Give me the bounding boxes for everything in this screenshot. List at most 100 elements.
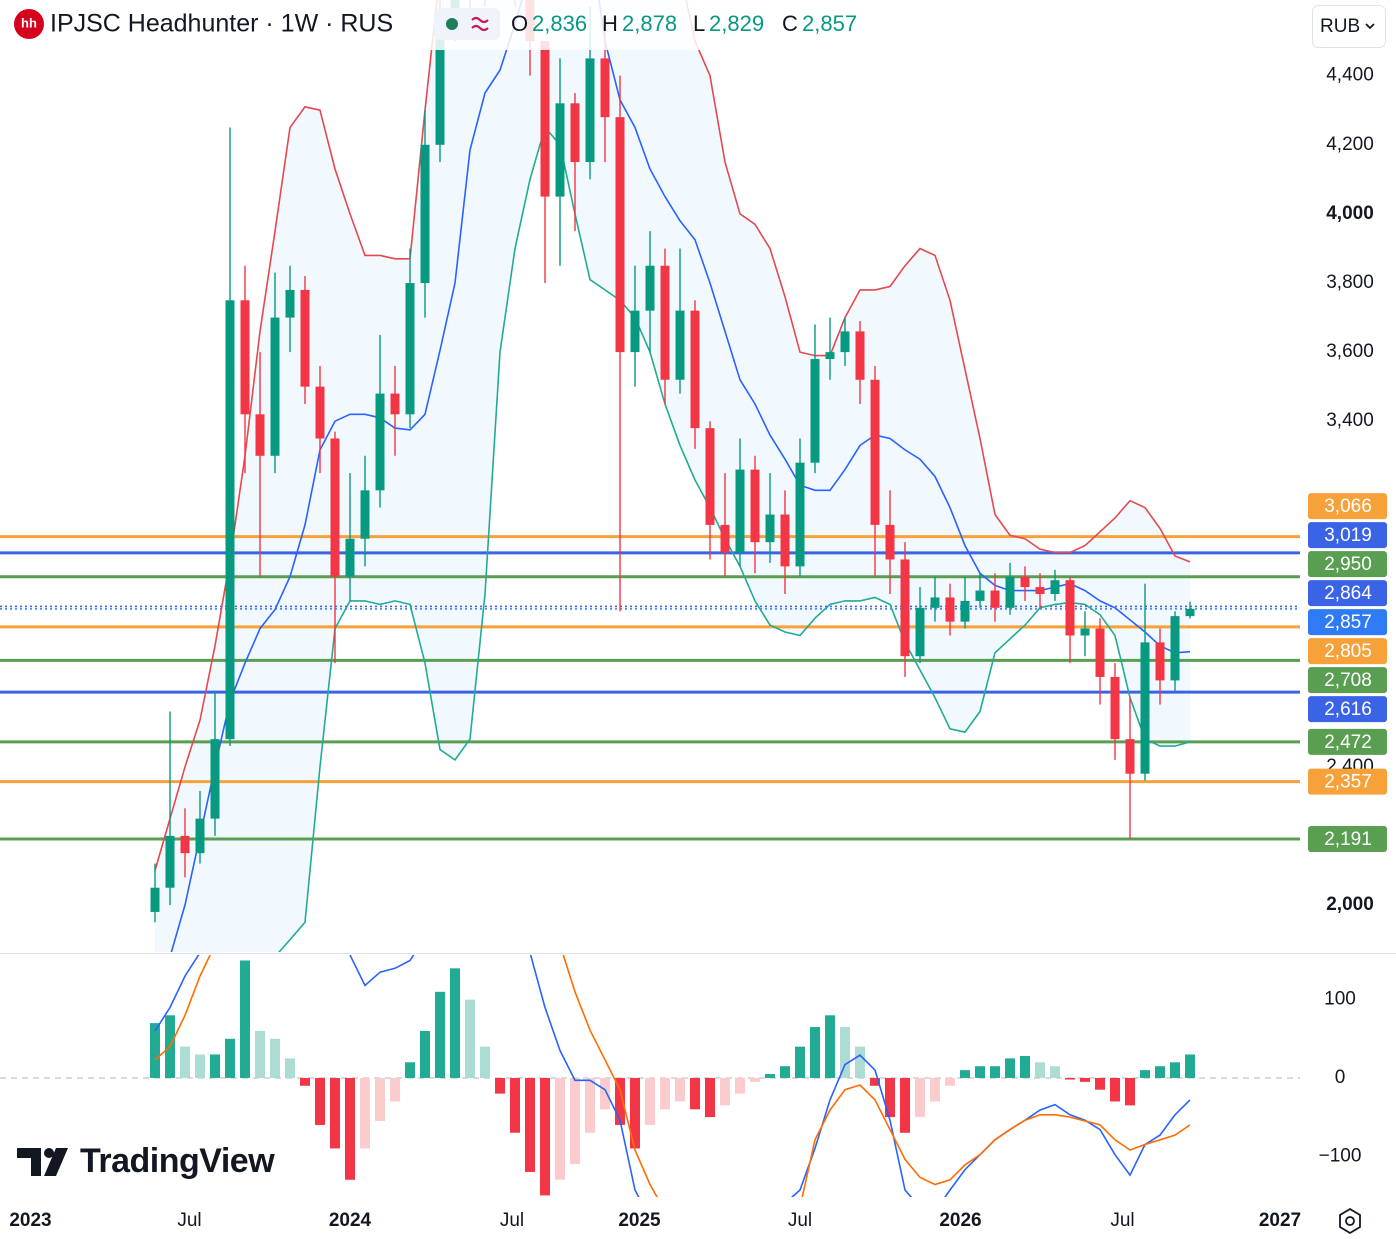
histogram-bar xyxy=(930,1077,941,1102)
candle-body xyxy=(720,524,730,553)
histogram-bar xyxy=(1035,1062,1046,1078)
x-tick-label: Jul xyxy=(1110,1210,1134,1231)
band-fill xyxy=(155,0,1190,952)
histogram-bar xyxy=(735,1077,746,1094)
macd-pane xyxy=(0,955,1300,1197)
y-tick-label: 4,200 xyxy=(1326,134,1374,155)
x-tick-label: 2024 xyxy=(329,1210,372,1231)
candle-body xyxy=(675,310,685,380)
x-tick-label: 2025 xyxy=(618,1210,661,1231)
candle-body xyxy=(1080,628,1090,636)
level-label: 2,191 xyxy=(1324,829,1372,850)
candle-body xyxy=(915,607,925,657)
level-label: 3,066 xyxy=(1324,496,1372,517)
candle-body xyxy=(225,300,235,740)
candle-body xyxy=(1035,587,1045,595)
histogram-bar xyxy=(690,1077,701,1110)
candle-body xyxy=(240,300,250,415)
histogram-bar xyxy=(179,1046,190,1078)
candle-body xyxy=(855,331,865,380)
currency: RUB xyxy=(1320,16,1360,37)
y-tick-label: 2,000 xyxy=(1326,894,1374,915)
macd-tick-label: 100 xyxy=(1324,989,1356,1010)
histogram-bar xyxy=(344,1077,355,1180)
histogram-bar xyxy=(194,1054,205,1078)
histogram-bar xyxy=(434,991,445,1078)
candle-body xyxy=(360,490,370,539)
histogram-bar xyxy=(524,1077,535,1172)
x-tick-label: Jul xyxy=(177,1210,201,1231)
histogram-bar xyxy=(374,1077,385,1122)
histogram-bar xyxy=(765,1074,776,1078)
level-label: 2,864 xyxy=(1324,583,1372,604)
histogram-bar xyxy=(810,1027,821,1078)
settings-hex xyxy=(1339,1207,1361,1235)
candle-body xyxy=(390,393,400,415)
histogram-bar xyxy=(1110,1077,1121,1102)
currency-button[interactable] xyxy=(1312,5,1386,48)
histogram-bar xyxy=(404,1062,415,1078)
histogram-bar xyxy=(284,1058,295,1078)
candle-body xyxy=(270,317,280,456)
candle-body xyxy=(375,393,385,491)
histogram-bar xyxy=(614,1077,625,1125)
candle-body xyxy=(795,462,805,567)
level-label-box xyxy=(1308,728,1387,755)
ohlc-value: 2,857 xyxy=(802,11,857,36)
settings-icon[interactable] xyxy=(1339,1207,1361,1235)
histogram-bar xyxy=(299,1077,310,1086)
candle-body xyxy=(300,289,310,387)
level-label: 2,857 xyxy=(1324,612,1372,633)
candle-body xyxy=(1095,628,1105,677)
level-label-box xyxy=(1308,551,1387,578)
x-tick-label: 2026 xyxy=(939,1210,981,1231)
histogram-bar xyxy=(915,1077,926,1118)
histogram-bar xyxy=(1140,1070,1151,1078)
candle-body xyxy=(900,559,910,657)
histogram-bar xyxy=(840,1027,851,1078)
candle-body xyxy=(345,538,355,577)
level-label-box xyxy=(1308,667,1387,694)
histogram-bar xyxy=(1065,1077,1076,1080)
level-label-box xyxy=(1308,522,1387,549)
candle-body xyxy=(870,379,880,525)
histogram-bar xyxy=(645,1077,655,1125)
watermark-logo xyxy=(44,1148,54,1158)
candle-body xyxy=(600,58,610,118)
level-label: 2,708 xyxy=(1324,670,1372,691)
level-label-box xyxy=(1308,580,1387,607)
x-tick-label: Jul xyxy=(500,1210,524,1231)
x-tick-label: 2023 xyxy=(9,1210,51,1231)
histogram-bar xyxy=(554,1077,565,1180)
level-label-box xyxy=(1308,696,1387,723)
level-label: 2,472 xyxy=(1324,732,1372,753)
histogram-bar xyxy=(539,1077,550,1196)
candle-body xyxy=(1170,616,1180,681)
histogram-bar xyxy=(870,1077,881,1086)
histogram-bar xyxy=(1125,1077,1136,1106)
histogram-bar xyxy=(975,1066,986,1078)
y-tick-label: 4,400 xyxy=(1326,65,1374,86)
band-line xyxy=(278,125,1191,952)
ohlc-key: H xyxy=(602,11,618,36)
candle-body xyxy=(150,887,160,912)
logo xyxy=(14,9,44,39)
candle-body xyxy=(645,265,655,311)
candle-body xyxy=(330,438,340,577)
candle-body xyxy=(930,597,940,608)
histogram-bar xyxy=(1185,1054,1196,1078)
y-tick-label: 3,400 xyxy=(1326,410,1374,431)
status-icon xyxy=(471,16,489,32)
candle-body xyxy=(990,590,1000,608)
band-line xyxy=(170,0,1191,952)
level-label-box xyxy=(1308,609,1387,636)
histogram-bar xyxy=(419,1030,430,1078)
histogram-bar xyxy=(1080,1077,1091,1082)
macd-tick-label: 0 xyxy=(1335,1067,1346,1088)
histogram-bar xyxy=(1020,1056,1031,1078)
candle-body xyxy=(750,469,760,543)
histogram-bar xyxy=(329,1077,340,1149)
ohlc-value: 2,878 xyxy=(622,11,677,36)
status-box[interactable] xyxy=(434,8,500,40)
histogram-bar xyxy=(660,1077,671,1110)
